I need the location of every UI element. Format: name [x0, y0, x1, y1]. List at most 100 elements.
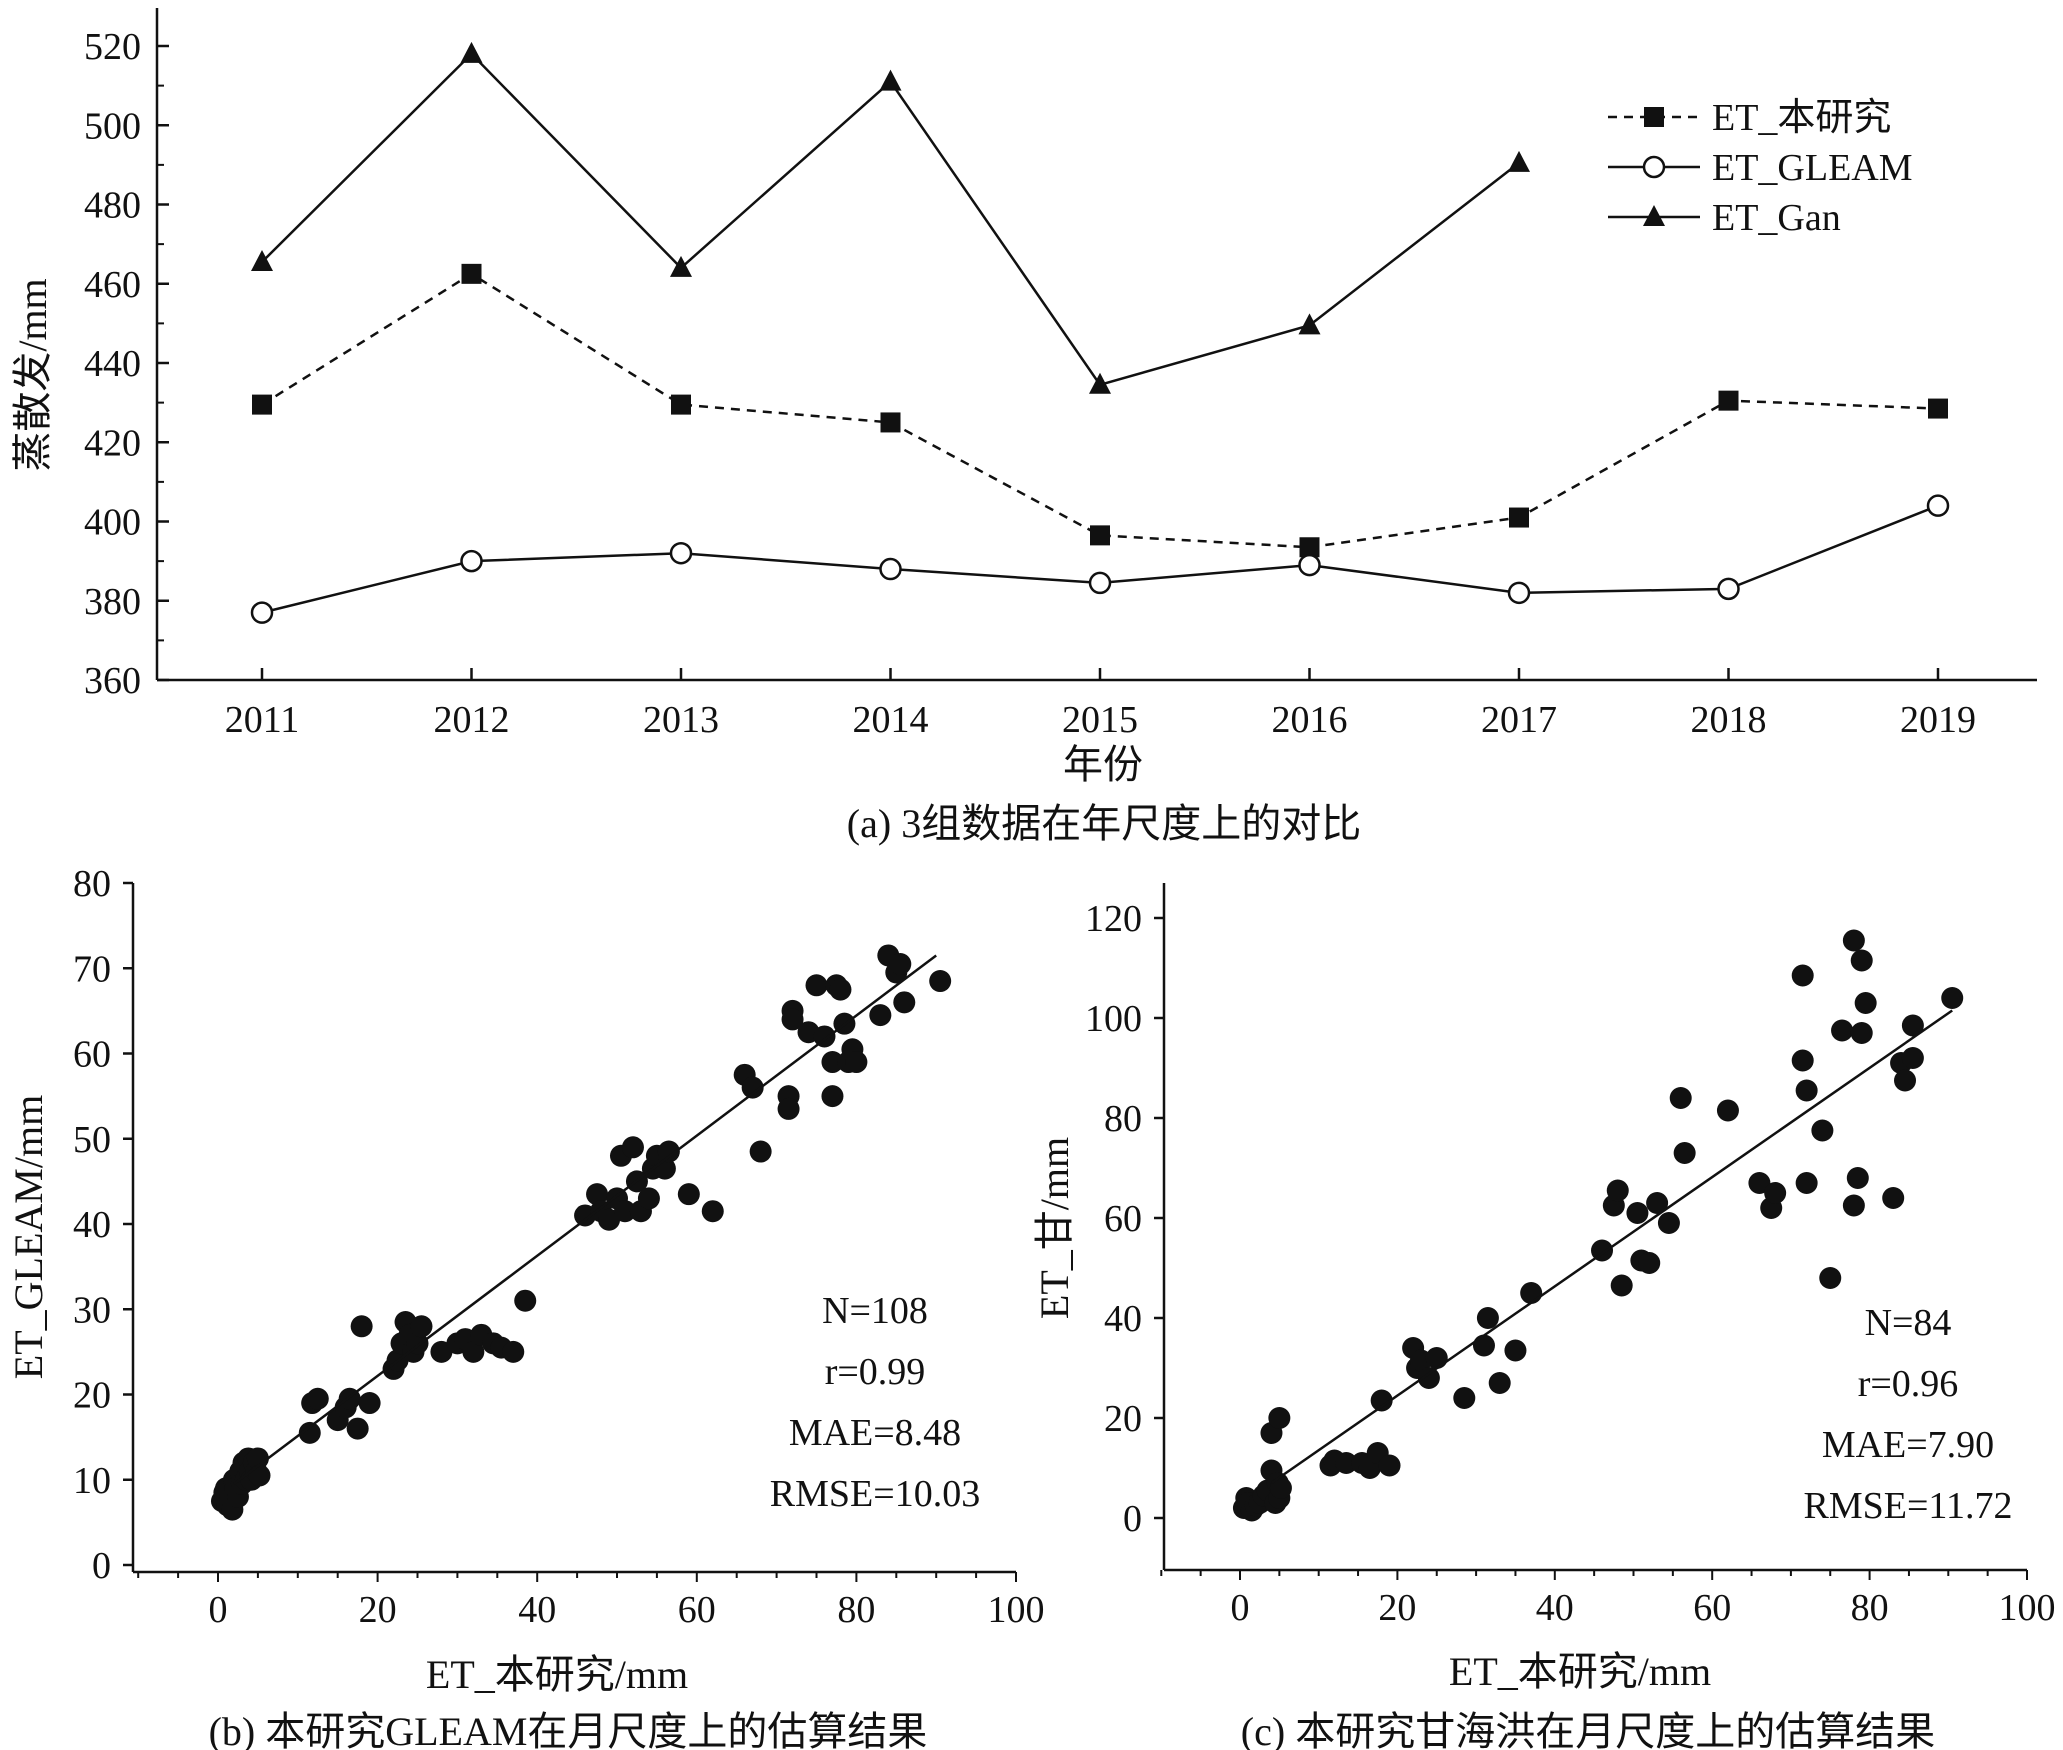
panel-b-stat-r: r=0.99: [825, 1351, 926, 1393]
panel-b-point: [621, 1136, 644, 1159]
point-gleam: [1926, 494, 1950, 517]
point-gan: [670, 255, 692, 277]
panel-c-stat-r: r=0.96: [1858, 1363, 1959, 1405]
panel-c-x-tick-label: 0: [1231, 1587, 1250, 1629]
panel-b-point: [306, 1387, 329, 1410]
point-gleam: [1298, 553, 1321, 577]
point-gleam: [879, 557, 902, 581]
panel-b-x-tick-label: 60: [678, 1589, 716, 1631]
panel-c-point: [1610, 1274, 1633, 1297]
panel-b-y-axis-title: ET_GLEAM/mm: [6, 1095, 51, 1379]
panel-c-y-axis-title: ET_甘/mm: [1032, 1137, 1077, 1319]
panel-c-point: [1335, 1452, 1358, 1474]
panel-a-x-tick-label: 2013: [643, 699, 719, 741]
panel-a-y-tick-label: 420: [84, 422, 141, 464]
point-gan: [1508, 150, 1530, 172]
panel-c-caption: (c) 本研究甘海洪在月尺度上的估算结果: [1241, 1709, 1935, 1750]
panel-b-y-tick-label: 20: [73, 1375, 111, 1417]
panel-a-caption: (a) 3组数据在年尺度上的对比: [847, 801, 1361, 846]
panel-c-y-tick-label: 80: [1104, 1098, 1142, 1140]
point-gan: [1089, 372, 1111, 394]
panel-c-scatter-chart: 0 20 40 60 80 100 120 0 20 40 60 80 100 N=84 r=0.96…: [1032, 883, 2056, 1750]
panel-a-y-tick-label: 480: [84, 185, 141, 227]
panel-c-point: [1669, 1087, 1692, 1109]
panel-b-point: [845, 1051, 868, 1074]
panel-b-y-tick-label: 70: [73, 948, 111, 990]
panel-c-point: [1846, 1167, 1869, 1189]
legend-marker-filled-square: [1644, 107, 1664, 127]
panel-b-y-tick-label: 10: [73, 1460, 111, 1502]
point-ours: [461, 263, 482, 284]
panel-b-fit-line: [233, 954, 937, 1486]
panel-a-y-tick-label: 440: [84, 343, 141, 385]
panel-c-point: [1748, 1172, 1771, 1194]
panel-c-x-tick-label: 100: [1999, 1587, 2056, 1629]
point-gan: [251, 249, 273, 271]
panel-b-point: [677, 1183, 700, 1206]
point-ours: [1090, 525, 1110, 546]
panel-b-point: [821, 1051, 844, 1074]
panel-b-point: [869, 1004, 892, 1027]
panel-b-point: [248, 1464, 271, 1487]
panel-b-point: [781, 1008, 804, 1031]
panel-a-y-ticks: 360 380 400 420 440 460 480 500 520: [84, 26, 169, 702]
panel-b-x-axis-title: ET_本研究/mm: [426, 1652, 688, 1697]
panel-a-y-tick-label: 360: [84, 660, 141, 702]
panel-a-x-axis-title: 年份: [1063, 742, 1143, 787]
panel-a-y-tick-label: 520: [84, 26, 141, 68]
panel-c-x-tick-label: 80: [1851, 1587, 1889, 1629]
panel-c-point: [1811, 1119, 1834, 1142]
panel-b-point: [502, 1340, 525, 1363]
panel-c-point: [1268, 1407, 1291, 1429]
panel-b-y-tick-label: 0: [92, 1545, 111, 1587]
panel-b-y-tick-label: 50: [73, 1119, 111, 1161]
panel-c-y-tick-label: 120: [1085, 898, 1142, 940]
panel-a-x-tick-label: 2016: [1272, 699, 1348, 741]
panel-b-point: [741, 1076, 764, 1099]
panel-b-point: [805, 974, 828, 997]
panel-c-point: [1901, 1014, 1924, 1037]
panel-b-stat-rmse: RMSE=10.03: [770, 1473, 980, 1515]
panel-c-point: [1795, 1172, 1818, 1194]
point-gleam: [460, 549, 483, 573]
point-gan: [879, 69, 902, 91]
legend-label-gan: ET_Gan: [1712, 197, 1841, 239]
panel-b-caption: (b) 本研究GLEAM在月尺度上的估算结果: [209, 1709, 928, 1750]
point-gan: [460, 41, 483, 63]
panel-a-x-tick-label: 2019: [1900, 699, 1976, 741]
point-ours: [880, 412, 901, 433]
series-line-gan: [261, 52, 1520, 387]
panel-c-point: [1850, 949, 1873, 972]
panel-c-y-tick-label: 100: [1085, 998, 1142, 1040]
panel-c-stat-n: N=84: [1865, 1302, 1952, 1344]
panel-b-point: [777, 1097, 800, 1120]
panel-b-x-ticks: 0 20 40 60 80 100: [137, 1572, 1045, 1631]
panel-b-point: [358, 1392, 381, 1415]
panel-b-y-tick-label: 40: [73, 1204, 111, 1246]
panel-b-point: [298, 1421, 321, 1444]
panel-c-stat-mae: MAE=7.90: [1822, 1424, 1994, 1466]
panel-c-x-tick-label: 60: [1693, 1587, 1731, 1629]
panel-c-point: [1638, 1252, 1661, 1274]
panel-c-y-tick-label: 60: [1104, 1198, 1142, 1240]
panel-c-point: [1716, 1099, 1739, 1122]
panel-c-y-tick-label: 0: [1123, 1498, 1142, 1540]
panel-c-point: [1850, 1022, 1873, 1044]
legend-label-ours: ET_本研究: [1712, 97, 1891, 139]
panel-c-point: [1370, 1389, 1393, 1412]
panel-c-point: [1657, 1212, 1680, 1234]
panel-a-y-tick-label: 380: [84, 581, 141, 623]
panel-a-x-tick-label: 2017: [1481, 699, 1557, 741]
panel-c-point: [1764, 1182, 1787, 1204]
panel-c-point: [1791, 964, 1814, 987]
panel-b-stat-mae: MAE=8.48: [789, 1412, 961, 1454]
panel-c-point: [1472, 1334, 1495, 1357]
panel-c-point: [1882, 1187, 1905, 1209]
panel-c-point: [1831, 1019, 1854, 1042]
point-ours: [1928, 398, 1948, 419]
panel-c-point: [1606, 1179, 1629, 1202]
panel-c-y-tick-label: 40: [1104, 1298, 1142, 1340]
panel-c-point: [1378, 1454, 1401, 1477]
panel-b-y-tick-label: 60: [73, 1034, 111, 1076]
